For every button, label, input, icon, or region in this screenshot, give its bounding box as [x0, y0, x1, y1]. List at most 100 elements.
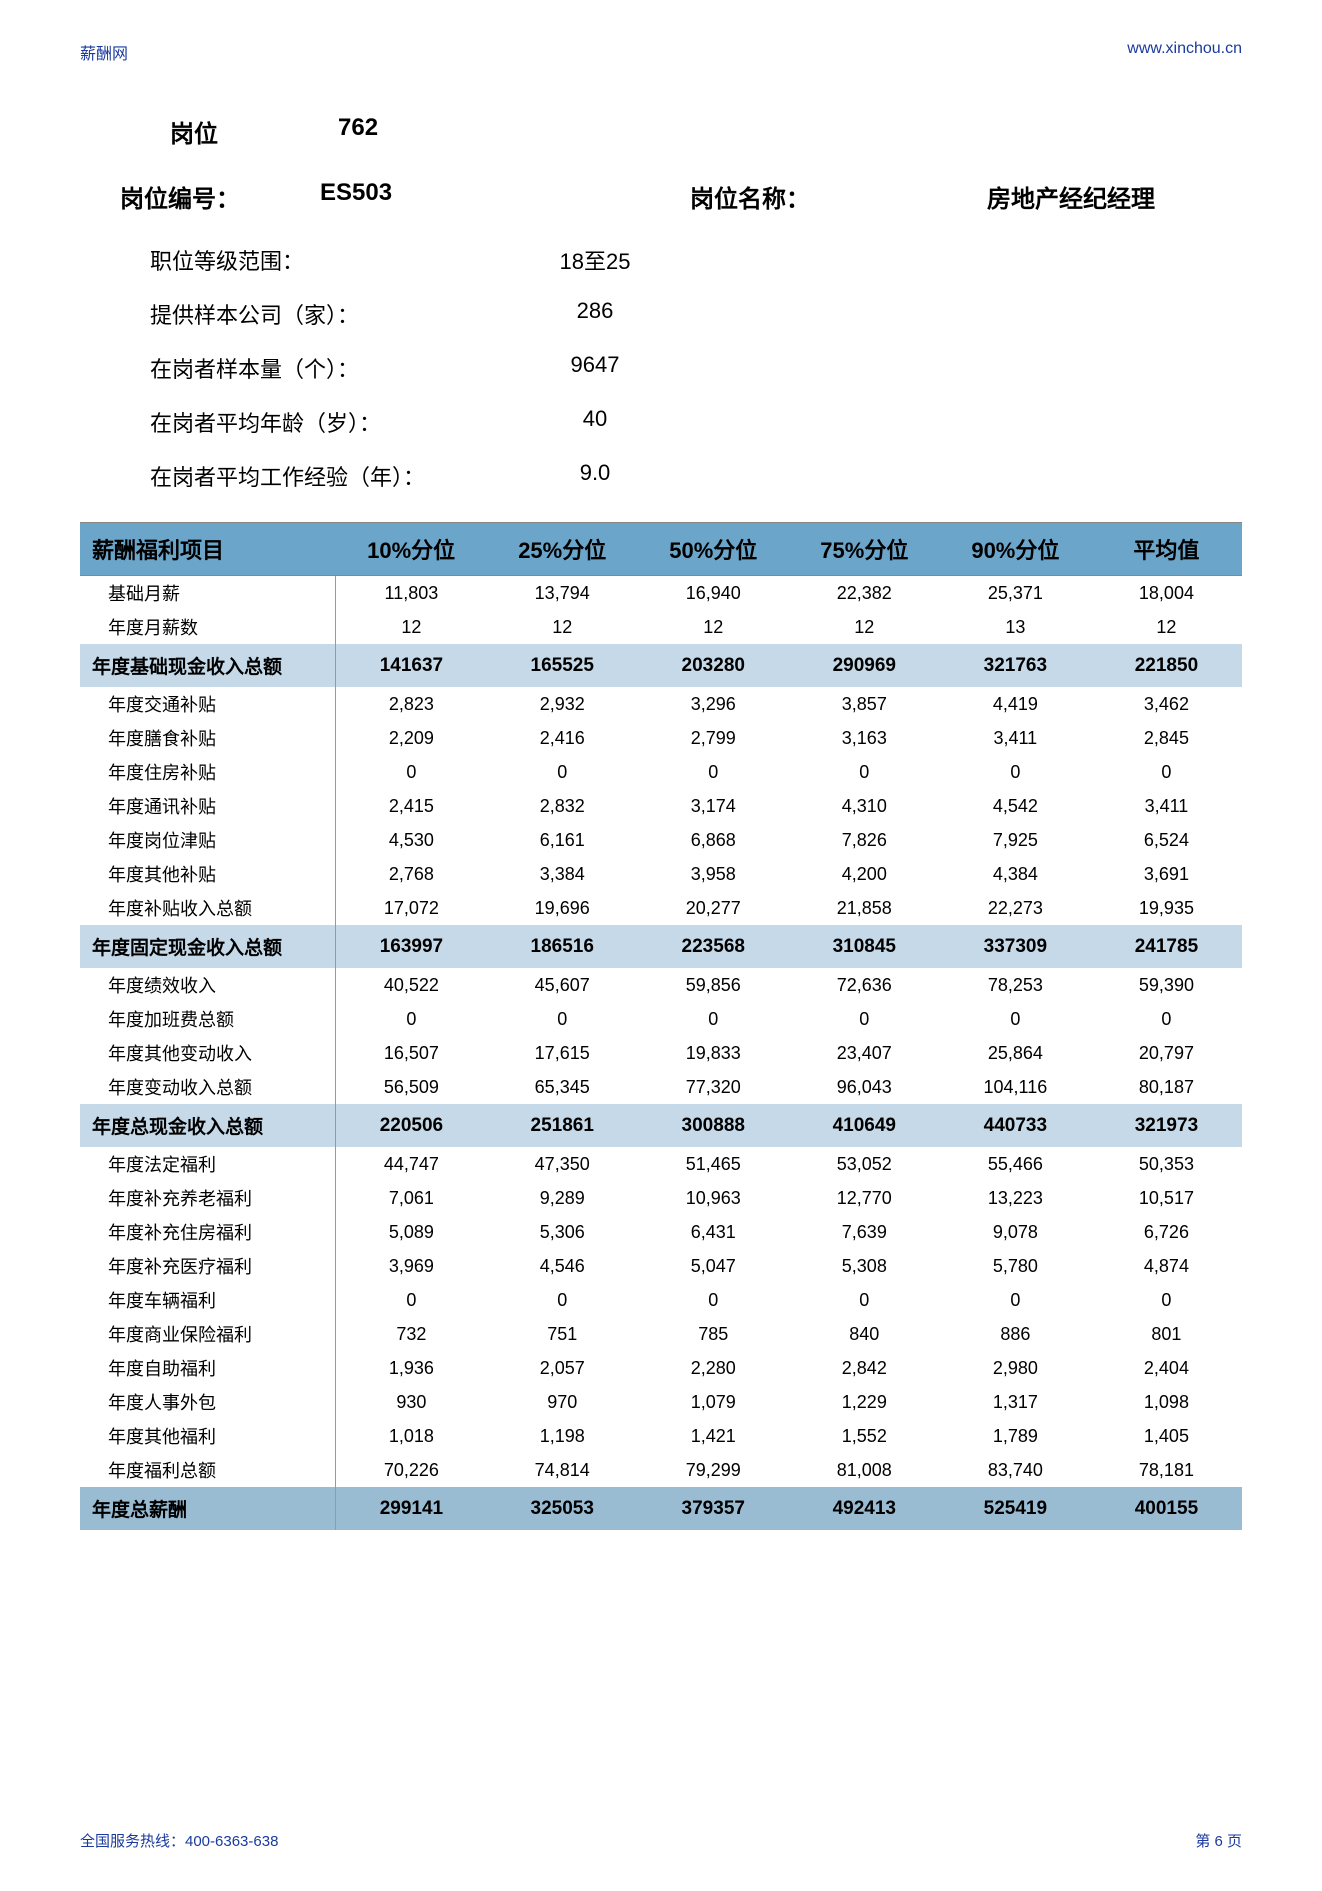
table-cell: 年度膳食补贴	[80, 721, 336, 755]
table-row: 年度其他福利1,0181,1981,4211,5521,7891,405	[80, 1419, 1242, 1453]
meta-label: 在岗者样本量（个）：	[150, 352, 520, 384]
table-cell: 4,874	[1091, 1249, 1242, 1283]
table-row: 年度自助福利1,9362,0572,2802,8422,9802,404	[80, 1351, 1242, 1385]
table-cell: 1,229	[789, 1385, 940, 1419]
table-cell: 13,223	[940, 1181, 1091, 1215]
table-cell: 5,306	[487, 1215, 638, 1249]
table-cell: 3,857	[789, 687, 940, 721]
table-cell: 4,419	[940, 687, 1091, 721]
meta-value: 18至25	[520, 244, 670, 276]
table-cell: 74,814	[487, 1453, 638, 1487]
table-cell: 525419	[940, 1487, 1091, 1530]
table-cell: 65,345	[487, 1070, 638, 1104]
table-cell: 83,740	[940, 1453, 1091, 1487]
table-row: 年度膳食补贴2,2092,4162,7993,1633,4112,845	[80, 721, 1242, 755]
table-cell: 104,116	[940, 1070, 1091, 1104]
table-cell: 13	[940, 610, 1091, 644]
table-cell: 3,296	[638, 687, 789, 721]
table-cell: 1,317	[940, 1385, 1091, 1419]
table-cell: 0	[789, 1002, 940, 1036]
table-cell: 20,277	[638, 891, 789, 925]
table-cell: 7,061	[336, 1181, 487, 1215]
table-cell: 163997	[336, 925, 487, 968]
table-cell: 4,200	[789, 857, 940, 891]
position-id-value: ES503	[320, 179, 600, 214]
table-cell: 2,280	[638, 1351, 789, 1385]
table-cell: 10,963	[638, 1181, 789, 1215]
table-cell: 400155	[1091, 1487, 1242, 1530]
table-cell: 886	[940, 1317, 1091, 1351]
table-cell: 12,770	[789, 1181, 940, 1215]
table-cell: 2,415	[336, 789, 487, 823]
table-cell: 251861	[487, 1104, 638, 1147]
table-cell: 2,799	[638, 721, 789, 755]
table-cell: 241785	[1091, 925, 1242, 968]
table-cell: 7,639	[789, 1215, 940, 1249]
table-row: 年度基础现金收入总额141637165525203280290969321763…	[80, 644, 1242, 687]
table-cell: 年度补充医疗福利	[80, 1249, 336, 1283]
table-cell: 23,407	[789, 1036, 940, 1070]
table-cell: 1,789	[940, 1419, 1091, 1453]
meta-label: 职位等级范围：	[150, 244, 520, 276]
table-cell: 0	[940, 755, 1091, 789]
table-cell: 0	[487, 1283, 638, 1317]
table-cell: 78,181	[1091, 1453, 1242, 1487]
table-cell: 5,089	[336, 1215, 487, 1249]
meta-value: 9.0	[520, 460, 670, 492]
position-label: 岗位	[170, 114, 218, 149]
table-cell: 年度车辆福利	[80, 1283, 336, 1317]
meta-value: 40	[520, 406, 670, 438]
table-cell: 12	[638, 610, 789, 644]
table-cell: 2,932	[487, 687, 638, 721]
table-cell: 12	[1091, 610, 1242, 644]
table-row: 年度通讯补贴2,4152,8323,1744,3104,5423,411	[80, 789, 1242, 823]
table-cell: 3,163	[789, 721, 940, 755]
table-cell: 4,542	[940, 789, 1091, 823]
table-cell: 53,052	[789, 1147, 940, 1181]
table-cell: 0	[487, 755, 638, 789]
table-cell: 年度通讯补贴	[80, 789, 336, 823]
table-cell: 0	[336, 1002, 487, 1036]
table-cell: 325053	[487, 1487, 638, 1530]
table-cell: 440733	[940, 1104, 1091, 1147]
table-cell: 4,310	[789, 789, 940, 823]
site-name[interactable]: 薪酬网	[80, 40, 128, 64]
table-row: 年度人事外包9309701,0791,2291,3171,098	[80, 1385, 1242, 1419]
table-cell: 年度法定福利	[80, 1147, 336, 1181]
page-header: 薪酬网 www.xinchou.cn	[80, 40, 1242, 64]
table-cell: 3,969	[336, 1249, 487, 1283]
position-id-row: 岗位编号： ES503 岗位名称： 房地产经纪经理	[80, 179, 1242, 214]
site-url[interactable]: www.xinchou.cn	[1127, 40, 1242, 64]
table-row: 年度补贴收入总额17,07219,69620,27721,85822,27319…	[80, 891, 1242, 925]
table-cell: 年度其他变动收入	[80, 1036, 336, 1070]
table-cell: 12	[789, 610, 940, 644]
position-id-label: 岗位编号：	[120, 179, 320, 214]
table-cell: 50,353	[1091, 1147, 1242, 1181]
table-cell: 72,636	[789, 968, 940, 1002]
table-cell: 年度基础现金收入总额	[80, 644, 336, 687]
position-name-label: 岗位名称：	[600, 179, 900, 214]
table-cell: 2,404	[1091, 1351, 1242, 1385]
table-cell: 6,524	[1091, 823, 1242, 857]
table-header-cell: 50%分位	[638, 523, 789, 576]
table-cell: 321763	[940, 644, 1091, 687]
table-cell: 19,696	[487, 891, 638, 925]
table-cell: 5,308	[789, 1249, 940, 1283]
table-cell: 25,864	[940, 1036, 1091, 1070]
table-row: 年度其他补贴2,7683,3843,9584,2004,3843,691	[80, 857, 1242, 891]
meta-section: 职位等级范围：18至25提供样本公司（家）：286在岗者样本量（个）：9647在…	[150, 244, 1242, 492]
table-cell: 13,794	[487, 576, 638, 611]
table-cell: 25,371	[940, 576, 1091, 611]
table-row: 年度车辆福利000000	[80, 1283, 1242, 1317]
table-cell: 299141	[336, 1487, 487, 1530]
table-cell: 410649	[789, 1104, 940, 1147]
table-cell: 1,552	[789, 1419, 940, 1453]
position-name-value: 房地产经纪经理	[900, 179, 1242, 214]
table-cell: 年度变动收入总额	[80, 1070, 336, 1104]
table-cell: 6,161	[487, 823, 638, 857]
table-cell: 基础月薪	[80, 576, 336, 611]
table-cell: 290969	[789, 644, 940, 687]
table-cell: 337309	[940, 925, 1091, 968]
table-cell: 年度总现金收入总额	[80, 1104, 336, 1147]
table-cell: 年度固定现金收入总额	[80, 925, 336, 968]
